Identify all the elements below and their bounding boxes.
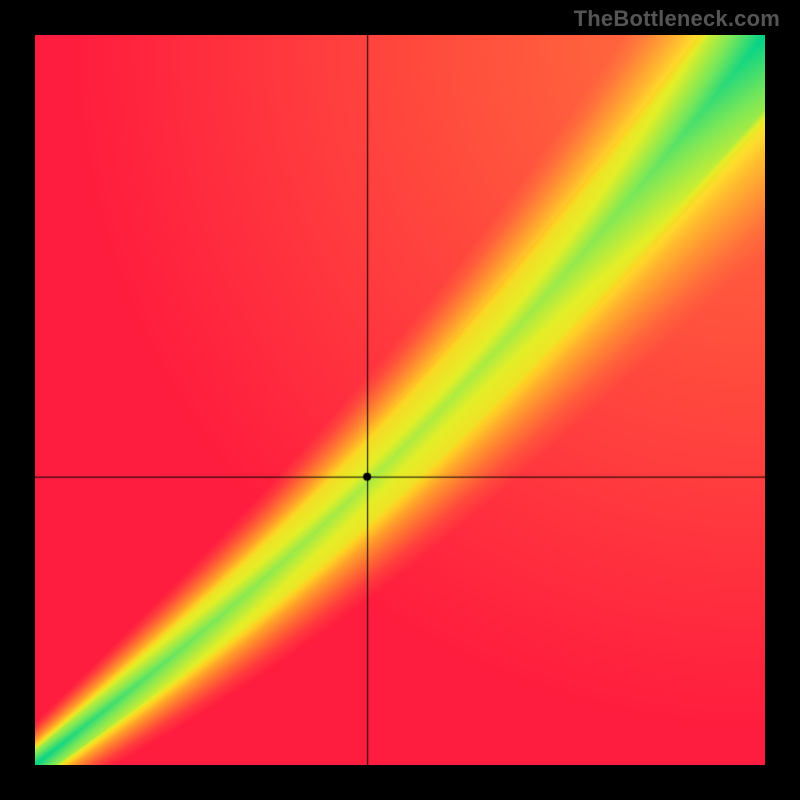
watermark-text: TheBottleneck.com <box>574 6 780 32</box>
chart-frame: { "watermark": { "text": "TheBottleneck.… <box>0 0 800 800</box>
bottleneck-heatmap <box>35 35 765 765</box>
